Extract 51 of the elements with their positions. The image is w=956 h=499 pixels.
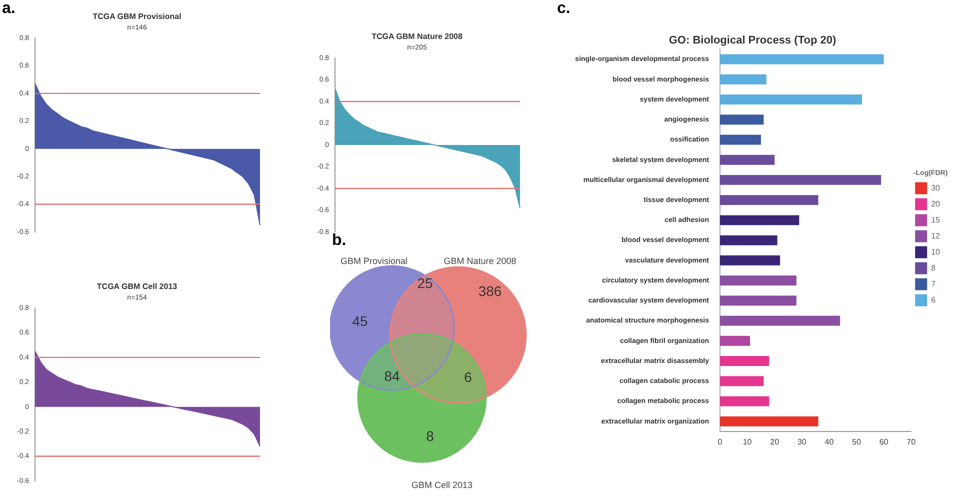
bar <box>720 54 884 64</box>
legend-label: 30 <box>931 183 941 192</box>
bar <box>720 94 862 104</box>
text: 8 <box>426 428 434 444</box>
x-tick-label: 40 <box>824 437 834 446</box>
x-tick-label: 20 <box>770 437 780 446</box>
text: 6 <box>464 368 472 385</box>
text: 84 <box>384 368 400 384</box>
legend-label: 7 <box>931 279 936 288</box>
bar <box>720 396 770 406</box>
chart-title: TCGA GBM Nature 2008 <box>372 32 463 42</box>
bar <box>720 336 750 346</box>
x-tick-label: 60 <box>879 437 889 446</box>
legend-label: 6 <box>931 295 936 304</box>
bar <box>720 296 796 306</box>
legend-label: 8 <box>931 263 936 272</box>
annotation: b. <box>332 232 346 250</box>
bar <box>720 174 882 185</box>
bar <box>720 74 766 84</box>
bar <box>720 276 796 286</box>
text: c. <box>557 0 570 18</box>
x-tick-label: 30 <box>797 437 807 446</box>
x-tick-label: 50 <box>852 437 862 446</box>
bar <box>720 416 818 426</box>
bar <box>720 255 780 266</box>
chart-title: GO: Biological Process (Top 20) <box>668 34 836 47</box>
bar <box>720 356 770 366</box>
bar <box>720 316 840 326</box>
x-tick-label: 70 <box>906 437 916 446</box>
bar <box>720 154 775 165</box>
chart-title: TCGA GBM Cell 2013 <box>96 282 178 292</box>
legend-label: 20 <box>931 199 941 208</box>
x-tick-label: 10 <box>742 437 752 446</box>
category-label: GBM Provisional <box>340 256 408 266</box>
bar <box>720 376 764 386</box>
text: a. <box>2 0 16 18</box>
x-tick-label: 0 <box>718 437 723 446</box>
bar <box>720 235 778 246</box>
text: 386 <box>478 282 502 299</box>
bar <box>720 134 761 145</box>
category-label: GBM Cell 2013 <box>411 480 473 490</box>
bar <box>720 215 800 226</box>
bar <box>720 114 764 125</box>
category-label: GBM Nature 2008 <box>444 256 516 266</box>
legend-label: 12 <box>931 231 941 240</box>
bar <box>720 195 818 206</box>
text: 45 <box>352 312 368 329</box>
chart-title: TCGA GBM Provisional <box>92 12 182 22</box>
text: 25 <box>417 274 433 291</box>
legend-label: 15 <box>931 215 941 224</box>
legend-label: 10 <box>931 247 941 256</box>
